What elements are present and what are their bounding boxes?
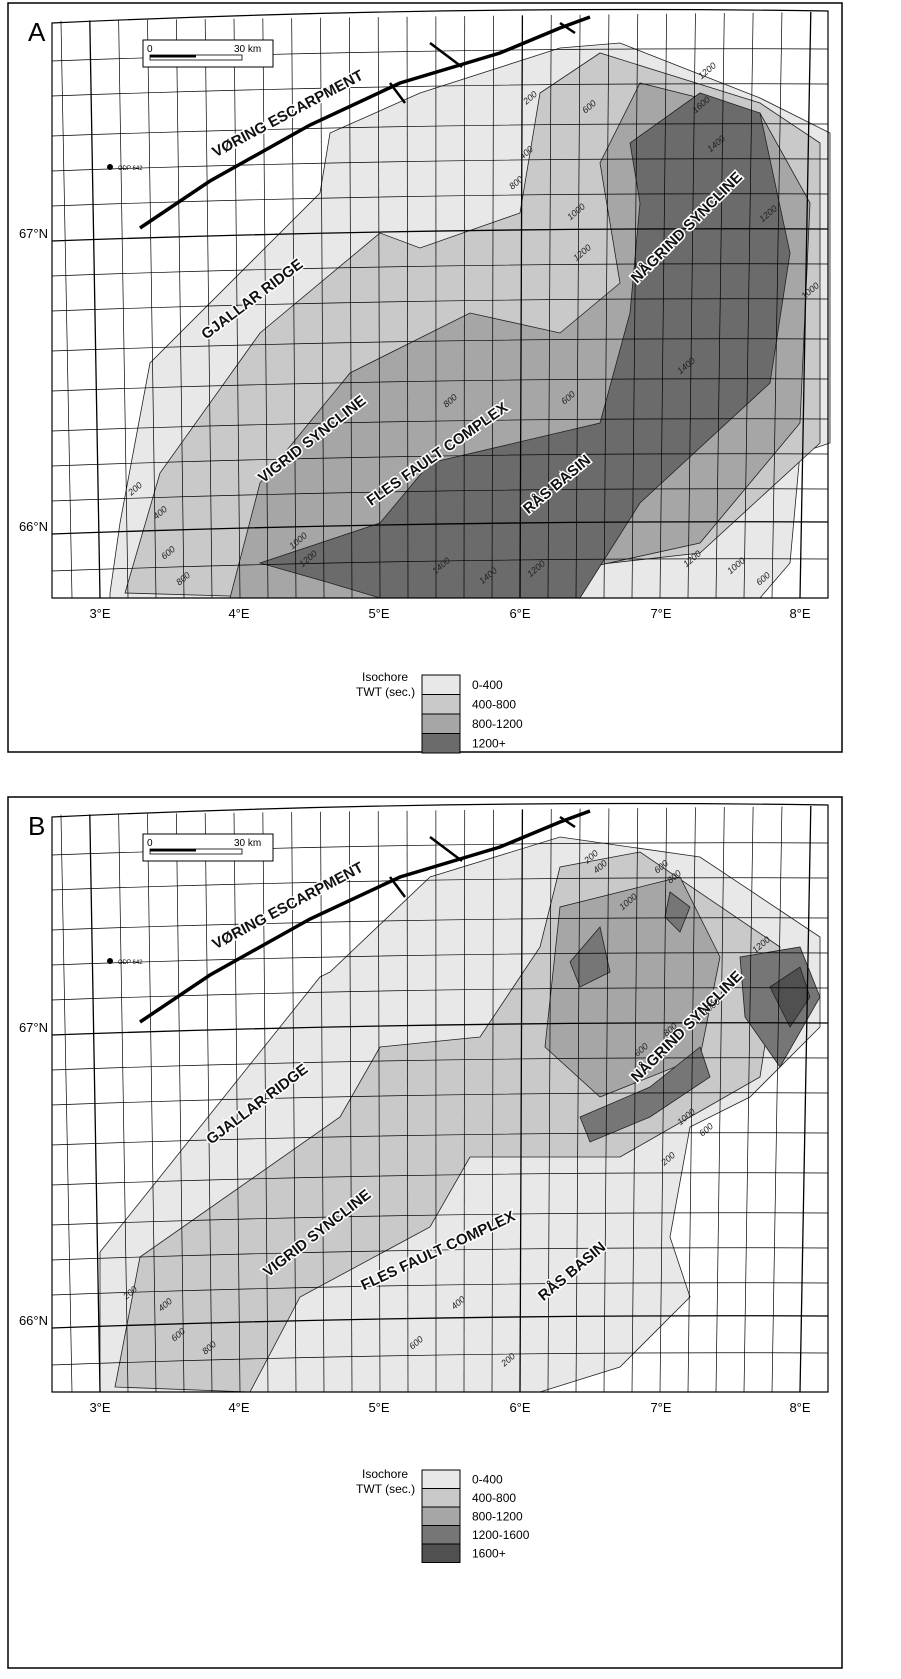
- latitude-label: 67°N: [19, 1020, 48, 1035]
- legend-label: 400-800: [472, 698, 516, 712]
- legend-title: TWT (sec.): [356, 685, 415, 699]
- scale-bar-fill: [150, 55, 196, 58]
- longitude-label: 6°E: [509, 1400, 530, 1415]
- scale-end: 30 km: [234, 838, 261, 849]
- legend-label: 1200-1600: [472, 1528, 530, 1542]
- longitude-label: 6°E: [509, 606, 530, 621]
- legend-label: 0-400: [472, 678, 503, 692]
- legend-label: 1600+: [472, 1546, 506, 1560]
- legend-swatch: [422, 1544, 460, 1563]
- longitude-label: 5°E: [368, 1400, 389, 1415]
- scale-end: 30 km: [234, 44, 261, 55]
- legend-title: TWT (sec.): [356, 1482, 415, 1496]
- legend-swatch: [422, 734, 460, 754]
- well-label: ODP 642: [118, 960, 143, 966]
- legend-swatch: [422, 675, 460, 695]
- longitude-label: 3°E: [89, 606, 110, 621]
- panel: B 0 30 km ODP 642 3°E 4°E 5°E 6°E 7°E 8°E 67°N 66°N…: [8, 797, 842, 1668]
- well-label: ODP 642: [118, 166, 143, 172]
- legend-swatch: [422, 1526, 460, 1545]
- longitude-label: 7°E: [650, 606, 671, 621]
- legend-label: 1200+: [472, 737, 506, 751]
- legend-label: 800-1200: [472, 1509, 523, 1523]
- latitude-label: 66°N: [19, 519, 48, 534]
- scale-start: 0: [147, 838, 153, 849]
- figure: A 0 30 km ODP 642 3°E 4°E 5°E 6°E 7°E 8°E 67°N 66°N…: [0, 0, 901, 1674]
- longitude-label: 4°E: [228, 1400, 249, 1415]
- legend-swatch: [422, 695, 460, 715]
- legend-swatch: [422, 714, 460, 734]
- longitude-label: 8°E: [789, 1400, 810, 1415]
- legend-swatch: [422, 1489, 460, 1508]
- latitude-label: 67°N: [19, 226, 48, 241]
- well-marker: [107, 958, 113, 964]
- longitude-label: 3°E: [89, 1400, 110, 1415]
- legend-title: Isochore: [362, 670, 408, 684]
- longitude-label: 8°E: [789, 606, 810, 621]
- legend-swatch: [422, 1470, 460, 1489]
- legend-swatch: [422, 1507, 460, 1526]
- legend-label: 400-800: [472, 1491, 516, 1505]
- latitude-label: 66°N: [19, 1313, 48, 1328]
- longitude-label: 5°E: [368, 606, 389, 621]
- longitude-label: 4°E: [228, 606, 249, 621]
- scale-start: 0: [147, 44, 153, 55]
- longitude-label: 7°E: [650, 1400, 671, 1415]
- legend-label: 0-400: [472, 1472, 503, 1486]
- legend-title: Isochore: [362, 1467, 408, 1481]
- panel-letter: A: [28, 17, 46, 47]
- panel: A 0 30 km ODP 642 3°E 4°E 5°E 6°E 7°E 8°E 67°N 66°N…: [8, 3, 842, 753]
- panel-letter: B: [28, 811, 45, 841]
- legend-label: 800-1200: [472, 717, 523, 731]
- well-marker: [107, 164, 113, 170]
- scale-bar-fill: [150, 849, 196, 852]
